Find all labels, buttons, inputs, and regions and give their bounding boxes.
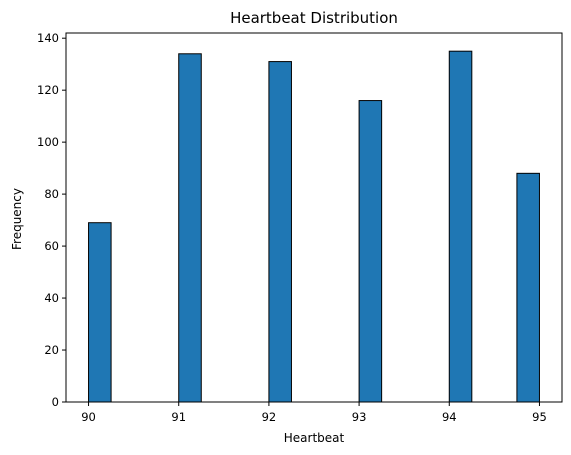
- x-axis-label: Heartbeat: [284, 431, 345, 445]
- x-tick-label-95: 95: [532, 410, 547, 424]
- x-tick-label-92: 92: [262, 410, 277, 424]
- bar-0: [88, 222, 112, 403]
- x-tick-label-93: 93: [352, 410, 367, 424]
- bars-group: [88, 50, 540, 403]
- plot-frame: [65, 32, 563, 403]
- bar-5: [516, 172, 540, 403]
- y-tick-label-20: 20: [44, 343, 59, 357]
- chart-title: Heartbeat Distribution: [230, 9, 398, 27]
- y-tick-label-100: 100: [37, 135, 59, 149]
- bar-4: [448, 50, 473, 403]
- bar-3: [358, 100, 383, 403]
- x-tick-label-94: 94: [442, 410, 457, 424]
- bar-1: [178, 53, 202, 403]
- y-tick-label-0: 0: [52, 395, 59, 409]
- y-tick-label-120: 120: [37, 83, 59, 97]
- y-tick-label-40: 40: [44, 291, 59, 305]
- x-tick-label-90: 90: [81, 410, 96, 424]
- y-tick-label-140: 140: [37, 31, 59, 45]
- y-tick-label-60: 60: [44, 239, 59, 253]
- x-tick-label-91: 91: [171, 410, 186, 424]
- y-axis-ticks: 0 20 40 60 80 100 120 140: [37, 31, 66, 409]
- y-tick-label-80: 80: [44, 187, 59, 201]
- y-axis-label: Frequency: [10, 188, 24, 250]
- bar-2: [268, 61, 292, 403]
- x-axis-ticks: 90 91 92 93 94 95: [81, 402, 547, 424]
